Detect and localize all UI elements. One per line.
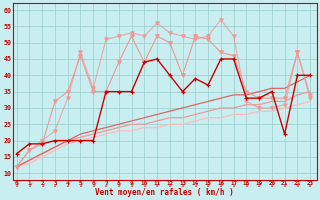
Text: ↓: ↓ (26, 183, 33, 189)
Text: ↓: ↓ (13, 183, 20, 189)
Text: ↓: ↓ (103, 183, 109, 189)
Text: ↓: ↓ (205, 183, 211, 189)
Text: ↓: ↓ (192, 183, 199, 189)
Text: ↓: ↓ (243, 183, 250, 189)
Text: ↓: ↓ (77, 183, 84, 189)
Text: ↓: ↓ (294, 183, 301, 189)
Text: ↓: ↓ (90, 183, 97, 189)
Text: ↓: ↓ (39, 183, 45, 189)
Text: ↓: ↓ (268, 183, 275, 189)
Text: ↓: ↓ (64, 183, 71, 189)
Text: ↓: ↓ (256, 183, 262, 189)
Text: ↓: ↓ (179, 183, 186, 189)
Text: ↓: ↓ (128, 183, 135, 189)
X-axis label: Vent moyen/en rafales ( km/h ): Vent moyen/en rafales ( km/h ) (95, 188, 234, 197)
Text: ↓: ↓ (307, 183, 313, 189)
Text: ↓: ↓ (230, 183, 237, 189)
Text: ↓: ↓ (116, 183, 122, 189)
Text: ↓: ↓ (52, 183, 58, 189)
Text: ↓: ↓ (281, 183, 288, 189)
Text: ↓: ↓ (141, 183, 148, 189)
Text: ↓: ↓ (218, 183, 224, 189)
Text: ↓: ↓ (166, 183, 173, 189)
Text: ↓: ↓ (154, 183, 160, 189)
